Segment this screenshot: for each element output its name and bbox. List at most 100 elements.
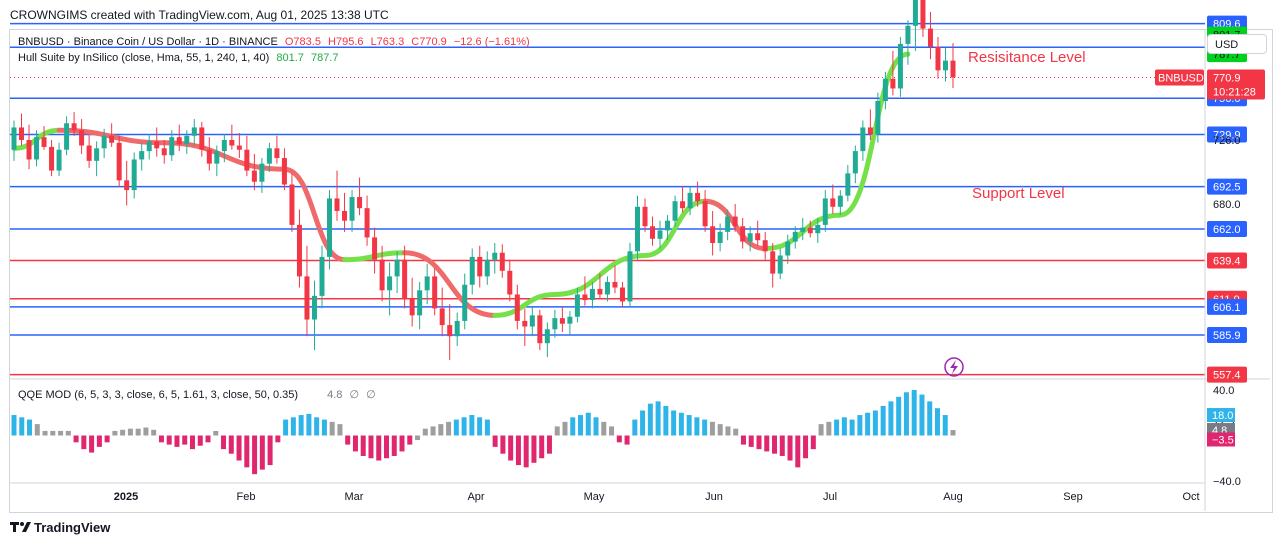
candle-body [319,256,325,296]
qqe-bar [244,435,250,468]
qqe-bar [259,435,265,470]
symbol-legend[interactable]: BNBUSD · Binance Coin / US Dollar · 1D ·… [18,36,534,48]
qqe-bar [779,435,785,456]
qqe-bar [438,424,444,436]
candle-body [214,151,220,164]
qqe-bar [461,417,467,436]
qqe-bar [694,417,700,436]
qqe-bar [368,435,374,459]
x-tick-label: 2025 [114,491,138,503]
candle-body [687,192,693,209]
qqe-bar [236,435,242,461]
candle-body [529,315,535,327]
symbol-title: BNBUSD · Binance Coin / US Dollar · 1D ·… [18,36,278,48]
candle-body [251,170,257,182]
ohlc-high: H795.6 [328,36,364,48]
candle-body [281,158,287,185]
qqe-bar [872,410,878,436]
candle-body [327,198,333,257]
candle-body [657,230,663,239]
qqe-bar [740,435,746,445]
candle-body [274,148,280,159]
candle-body [387,276,393,291]
qqe-bar [826,421,832,436]
candle-body [364,208,370,238]
candle-body [807,227,813,234]
candle-body [642,206,648,227]
time-axis: 2025 Feb Mar Apr May Jun Jul Aug Sep Oct [114,491,1200,503]
candle-body [372,237,378,260]
hull-segment [837,51,911,218]
qqe-bar [880,405,886,436]
qqe-bar [764,435,770,452]
countdown-label: 10:21:28 [1213,86,1256,98]
qqe-bar [283,419,289,436]
qqe-bar [290,417,296,436]
candle-body [755,233,761,241]
symbol-tag-label: BNBUSD [1158,72,1204,84]
candle-body [154,141,160,149]
level-tag [1207,252,1247,269]
candle-body [567,316,573,324]
qqe-bar [166,435,172,445]
level-tag-label: 639.4 [1213,256,1241,268]
candle-body [64,123,70,150]
candle-body [146,141,152,152]
qqe-bar [81,435,87,450]
tradingview-wordmark: TradingView [34,520,111,535]
qqe-bar [422,428,428,436]
qqe-bar [352,435,358,452]
candle-body [492,252,498,260]
ohlc-low: L763.3 [370,36,405,48]
qqe-bar [554,426,560,436]
candle-body [942,60,948,71]
candle-body [266,148,272,164]
candle-body [191,127,197,136]
level-tag [1207,298,1247,315]
level-tag-label: 692.5 [1213,182,1241,194]
candle-body [762,240,768,252]
qqe-bar [857,415,863,436]
candle-body [702,201,708,227]
qqe-tick-label: −40.0 [1213,476,1241,488]
candle-body [484,259,490,277]
candle-body [852,151,858,174]
qqe-bar [492,435,498,447]
candle-body [830,198,836,207]
chart-frame [9,29,1273,513]
qqe-bar [469,415,475,436]
qqe-bar [531,435,537,463]
qqe-legend[interactable]: QQE MOD (6, 5, 3, 3, close, 6, 5, 1.61, … [18,388,380,401]
qqe-bar [663,405,669,436]
qqe-bar [609,426,615,436]
candle-body [379,259,385,291]
candle-body [499,252,505,271]
candle-body [837,195,843,207]
qqe-bar [593,417,599,436]
candle-body [402,259,408,299]
ohlc-change: −12.6 (−1.61%) [453,36,530,48]
candle-body [116,142,122,181]
qqe-bar [50,430,56,436]
qqe-bar [523,435,529,468]
candle-body [221,139,227,152]
candle-body [56,149,62,171]
qqe-bar [298,415,304,436]
qqe-bar [787,435,793,461]
qqe-bar [756,435,762,450]
qqe-bar [104,435,110,443]
candle-body [304,276,310,320]
resistance-annotation: Resisitance Level [968,49,1086,66]
level-tag-label: 557.4 [1213,370,1241,382]
qqe-bar [275,435,281,443]
qqe-bar [321,419,327,436]
qqe-bar [453,419,459,436]
qqe-bar [27,419,33,436]
hull-legend[interactable]: Hull Suite by InSilico (close, Hma, 55, … [18,52,342,64]
qqe-bar [11,415,17,436]
qqe-bar [655,401,661,436]
qqe-bar [934,408,940,436]
currency-selector[interactable]: USD [1207,34,1267,54]
qqe-bar [477,417,483,436]
